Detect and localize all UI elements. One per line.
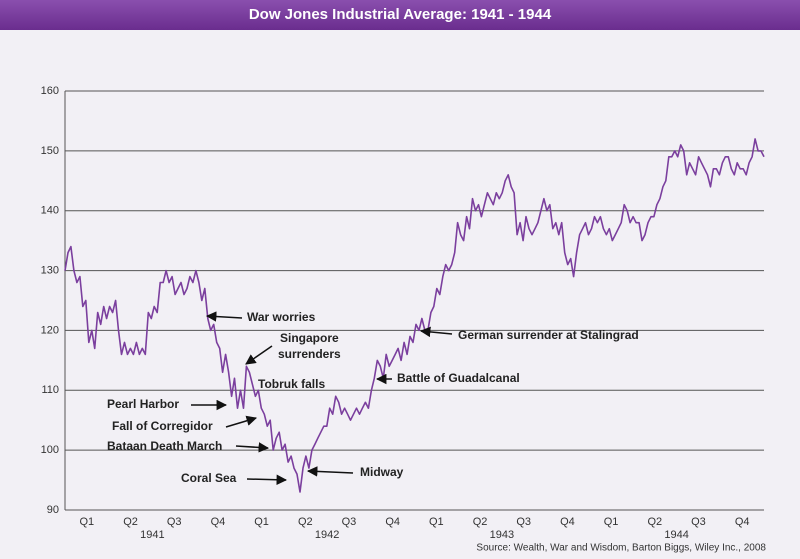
x-tick-label: Q1 — [604, 516, 619, 528]
x-tick-label: Q4 — [560, 516, 575, 528]
annotation-arrow — [245, 345, 273, 365]
annotation: Battle of Guadalcanal — [397, 371, 520, 385]
annotation: Midway — [360, 465, 404, 479]
annotation: Tobruk falls — [258, 377, 325, 391]
annotation-arrow — [246, 474, 288, 486]
annotation-arrow — [205, 311, 243, 322]
source-note: Source: Wealth, War and Wisdom, Barton B… — [476, 543, 766, 554]
annotation-arrow — [306, 466, 354, 477]
annotation: German surrender at Stalingrad — [458, 328, 639, 342]
y-tick-label: 130 — [41, 264, 59, 276]
chart-title: Dow Jones Industrial Average: 1941 - 194… — [249, 6, 552, 23]
year-label: 1943 — [490, 529, 514, 541]
x-tick-label: Q1 — [429, 516, 444, 528]
annotation: Bataan Death March — [107, 439, 222, 453]
year-label: 1941 — [140, 529, 164, 541]
x-tick-label: Q1 — [254, 516, 269, 528]
annotation-arrow — [235, 442, 270, 453]
x-tick-label: Q3 — [691, 516, 706, 528]
y-tick-label: 110 — [41, 384, 59, 396]
year-label: 1944 — [664, 529, 688, 541]
x-tick-label: Q3 — [342, 516, 357, 528]
annotation-arrow — [225, 415, 258, 428]
x-tick-label: Q3 — [516, 516, 531, 528]
price-line — [64, 138, 765, 493]
x-tick-label: Q1 — [80, 516, 95, 528]
annotation: Fall of Corregidor — [112, 419, 213, 433]
annotation: War worries — [247, 310, 316, 324]
x-tick-label: Q2 — [473, 516, 488, 528]
x-tick-label: Q4 — [385, 516, 400, 528]
annotation: surrenders — [278, 347, 341, 361]
y-tick-label: 140 — [41, 205, 59, 217]
annotation: Coral Sea — [181, 471, 237, 485]
y-tick-label: 100 — [41, 444, 59, 456]
year-label: 1942 — [315, 529, 339, 541]
x-tick-label: Q3 — [167, 516, 182, 528]
annotation: Singapore — [280, 331, 339, 345]
y-tick-label: 90 — [47, 504, 59, 516]
y-tick-label: 160 — [41, 85, 59, 97]
y-tick-label: 150 — [41, 145, 59, 157]
x-tick-label: Q4 — [735, 516, 750, 528]
x-tick-label: Q2 — [647, 516, 662, 528]
annotation-arrow — [419, 326, 453, 338]
x-tick-label: Q4 — [211, 516, 226, 528]
y-tick-label: 120 — [41, 324, 59, 336]
title-bar — [0, 0, 800, 30]
x-tick-label: Q2 — [298, 516, 313, 528]
x-tick-label: Q2 — [123, 516, 138, 528]
annotation: Pearl Harbor — [107, 397, 179, 411]
